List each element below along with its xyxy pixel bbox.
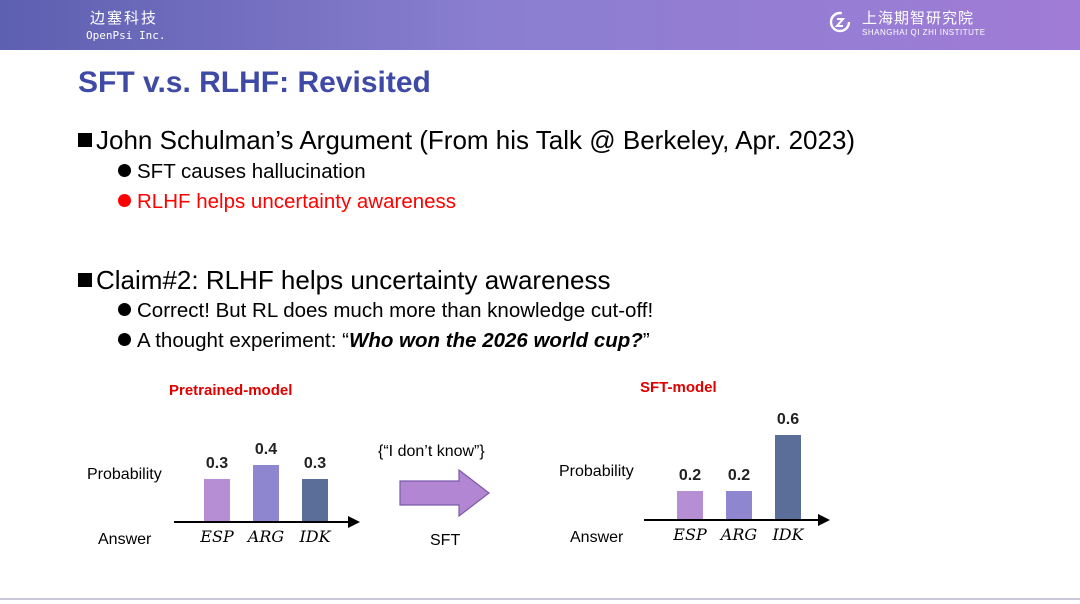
x-axis-label: Answer: [570, 529, 624, 546]
section-heading-2: Claim#2: RLHF helps uncertainty awarenes…: [78, 265, 610, 296]
category-tick-label: ARG: [720, 525, 758, 544]
sft-arrow-icon: [399, 469, 490, 517]
bullet-item: A thought experiment: “Who won the 2026 …: [118, 329, 650, 353]
qizhi-logo-icon: [829, 11, 851, 33]
bar-esp: [677, 491, 703, 519]
x-axis-line: [174, 521, 350, 523]
y-axis-label: Probability: [87, 466, 162, 483]
bullet-item: Correct! But RL does much more than know…: [118, 299, 653, 323]
bullet-dot-icon: [118, 194, 131, 207]
bullet-text: RLHF helps uncertainty awareness: [137, 190, 457, 213]
section-heading-text: John Schulman’s Argument (From his Talk …: [96, 125, 856, 155]
x-axis-label: Answer: [98, 531, 152, 548]
header-banner: 边塞科技 OpenPsi Inc. 上海期智研究院 SHANGHAI QI ZH…: [0, 0, 1080, 50]
bullet-item: SFT causes hallucination: [118, 160, 366, 184]
x-axis-line: [644, 519, 820, 521]
bullet-text-prefix: A thought experiment: “: [137, 329, 349, 352]
bar-value-label: 0.4: [254, 441, 278, 458]
org-name-cn: 边塞科技: [90, 9, 159, 27]
bullet-dot-icon: [118, 164, 131, 177]
institute-name-en: SHANGHAI QI ZHI INSTITUTE: [862, 28, 986, 37]
category-tick-label: ESP: [673, 525, 707, 544]
section-heading-text: Claim#2: RLHF helps uncertainty awarenes…: [96, 265, 611, 295]
category-tick-label: ARG: [247, 527, 285, 546]
bar-value-label: 0.2: [727, 467, 751, 484]
thought-experiment-question: Who won the 2026 world cup?: [348, 329, 643, 352]
transition-method-label: SFT: [430, 532, 461, 549]
chart-title: SFT-model: [640, 379, 717, 396]
x-axis-arrow-icon: [818, 514, 830, 526]
bar-idk: [302, 479, 328, 521]
category-tick-label: ESP: [200, 527, 234, 546]
slide-title: SFT v.s. RLHF: Revisited: [78, 66, 431, 99]
slide-bottom-border: [0, 598, 1080, 600]
y-axis-label: Probability: [559, 463, 634, 480]
bullet-text-suffix: ”: [642, 329, 650, 352]
bar-value-label: 0.3: [205, 455, 229, 472]
section-heading-1: John Schulman’s Argument (From his Talk …: [78, 125, 855, 156]
bar-idk: [775, 435, 801, 519]
bullet-item-highlighted: RLHF helps uncertainty awareness: [118, 190, 456, 214]
bar-value-label: 0.2: [678, 467, 702, 484]
bar-value-label: 0.3: [303, 455, 327, 472]
bar-arg: [253, 465, 279, 521]
square-bullet-icon: [78, 133, 92, 147]
bullet-text: Correct! But RL does much more than know…: [137, 299, 654, 322]
chart-title: Pretrained-model: [169, 382, 293, 399]
bar-arg: [726, 491, 752, 519]
bar-value-label: 0.6: [776, 411, 800, 428]
institute-name-cn: 上海期智研究院: [862, 9, 975, 27]
org-name-en: OpenPsi Inc.: [86, 29, 166, 42]
x-axis-arrow-icon: [348, 516, 360, 528]
category-tick-label: IDK: [772, 525, 804, 544]
bullet-text: SFT causes hallucination: [137, 160, 366, 183]
bar-esp: [204, 479, 230, 521]
square-bullet-icon: [78, 273, 92, 287]
transition-label: {“I don’t know”}: [378, 443, 485, 460]
bullet-dot-icon: [118, 303, 131, 316]
bullet-dot-icon: [118, 333, 131, 346]
category-tick-label: IDK: [299, 527, 331, 546]
